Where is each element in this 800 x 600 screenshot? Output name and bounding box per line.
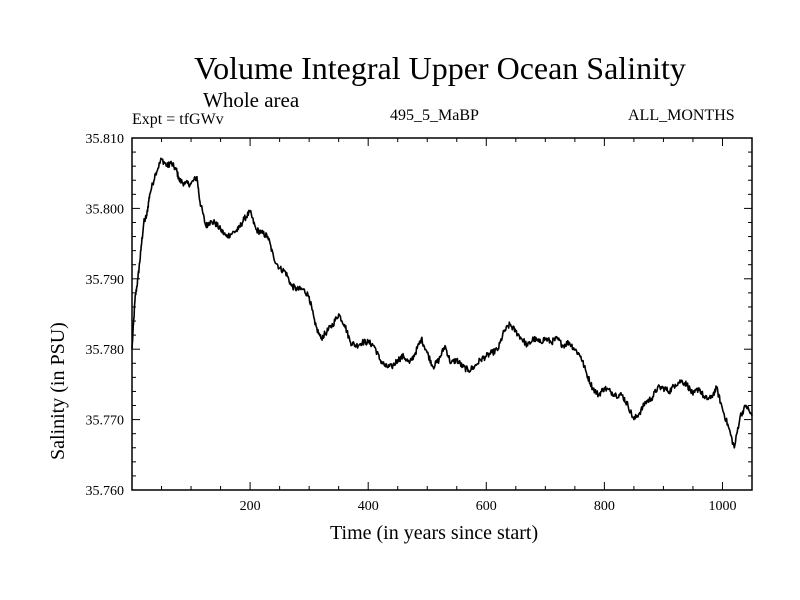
run-label: 495_5_MaBP: [390, 107, 479, 124]
x-tick-label: 400: [358, 499, 379, 514]
x-tick-label: 200: [240, 499, 261, 514]
y-tick-label: 35.760: [86, 484, 125, 499]
x-tick-label: 1000: [708, 499, 736, 514]
y-tick-label: 35.790: [86, 273, 125, 288]
y-tick-label: 35.780: [86, 343, 125, 358]
months-label: ALL_MONTHS: [628, 107, 735, 124]
axes: 200 400 600 800 1000 35.760 35.770 35.780 35.790…: [86, 132, 753, 514]
x-axis-label: Time (in years since start): [330, 522, 539, 544]
y-tick-label: 35.770: [86, 414, 125, 429]
y-tick-label: 35.800: [86, 202, 125, 217]
plot-frame: [131, 137, 753, 491]
y-tick-label: 35.810: [86, 132, 125, 147]
x-tick-label: 800: [594, 499, 615, 514]
x-tick-label: 600: [476, 499, 497, 514]
experiment-label: Expt = tfGWv: [132, 111, 224, 128]
chart-subtitle: Whole area: [203, 88, 300, 112]
chart-title: Volume Integral Upper Ocean Salinity: [194, 50, 686, 86]
series-line-salinity: [131, 157, 753, 449]
series-layer: [131, 157, 753, 449]
